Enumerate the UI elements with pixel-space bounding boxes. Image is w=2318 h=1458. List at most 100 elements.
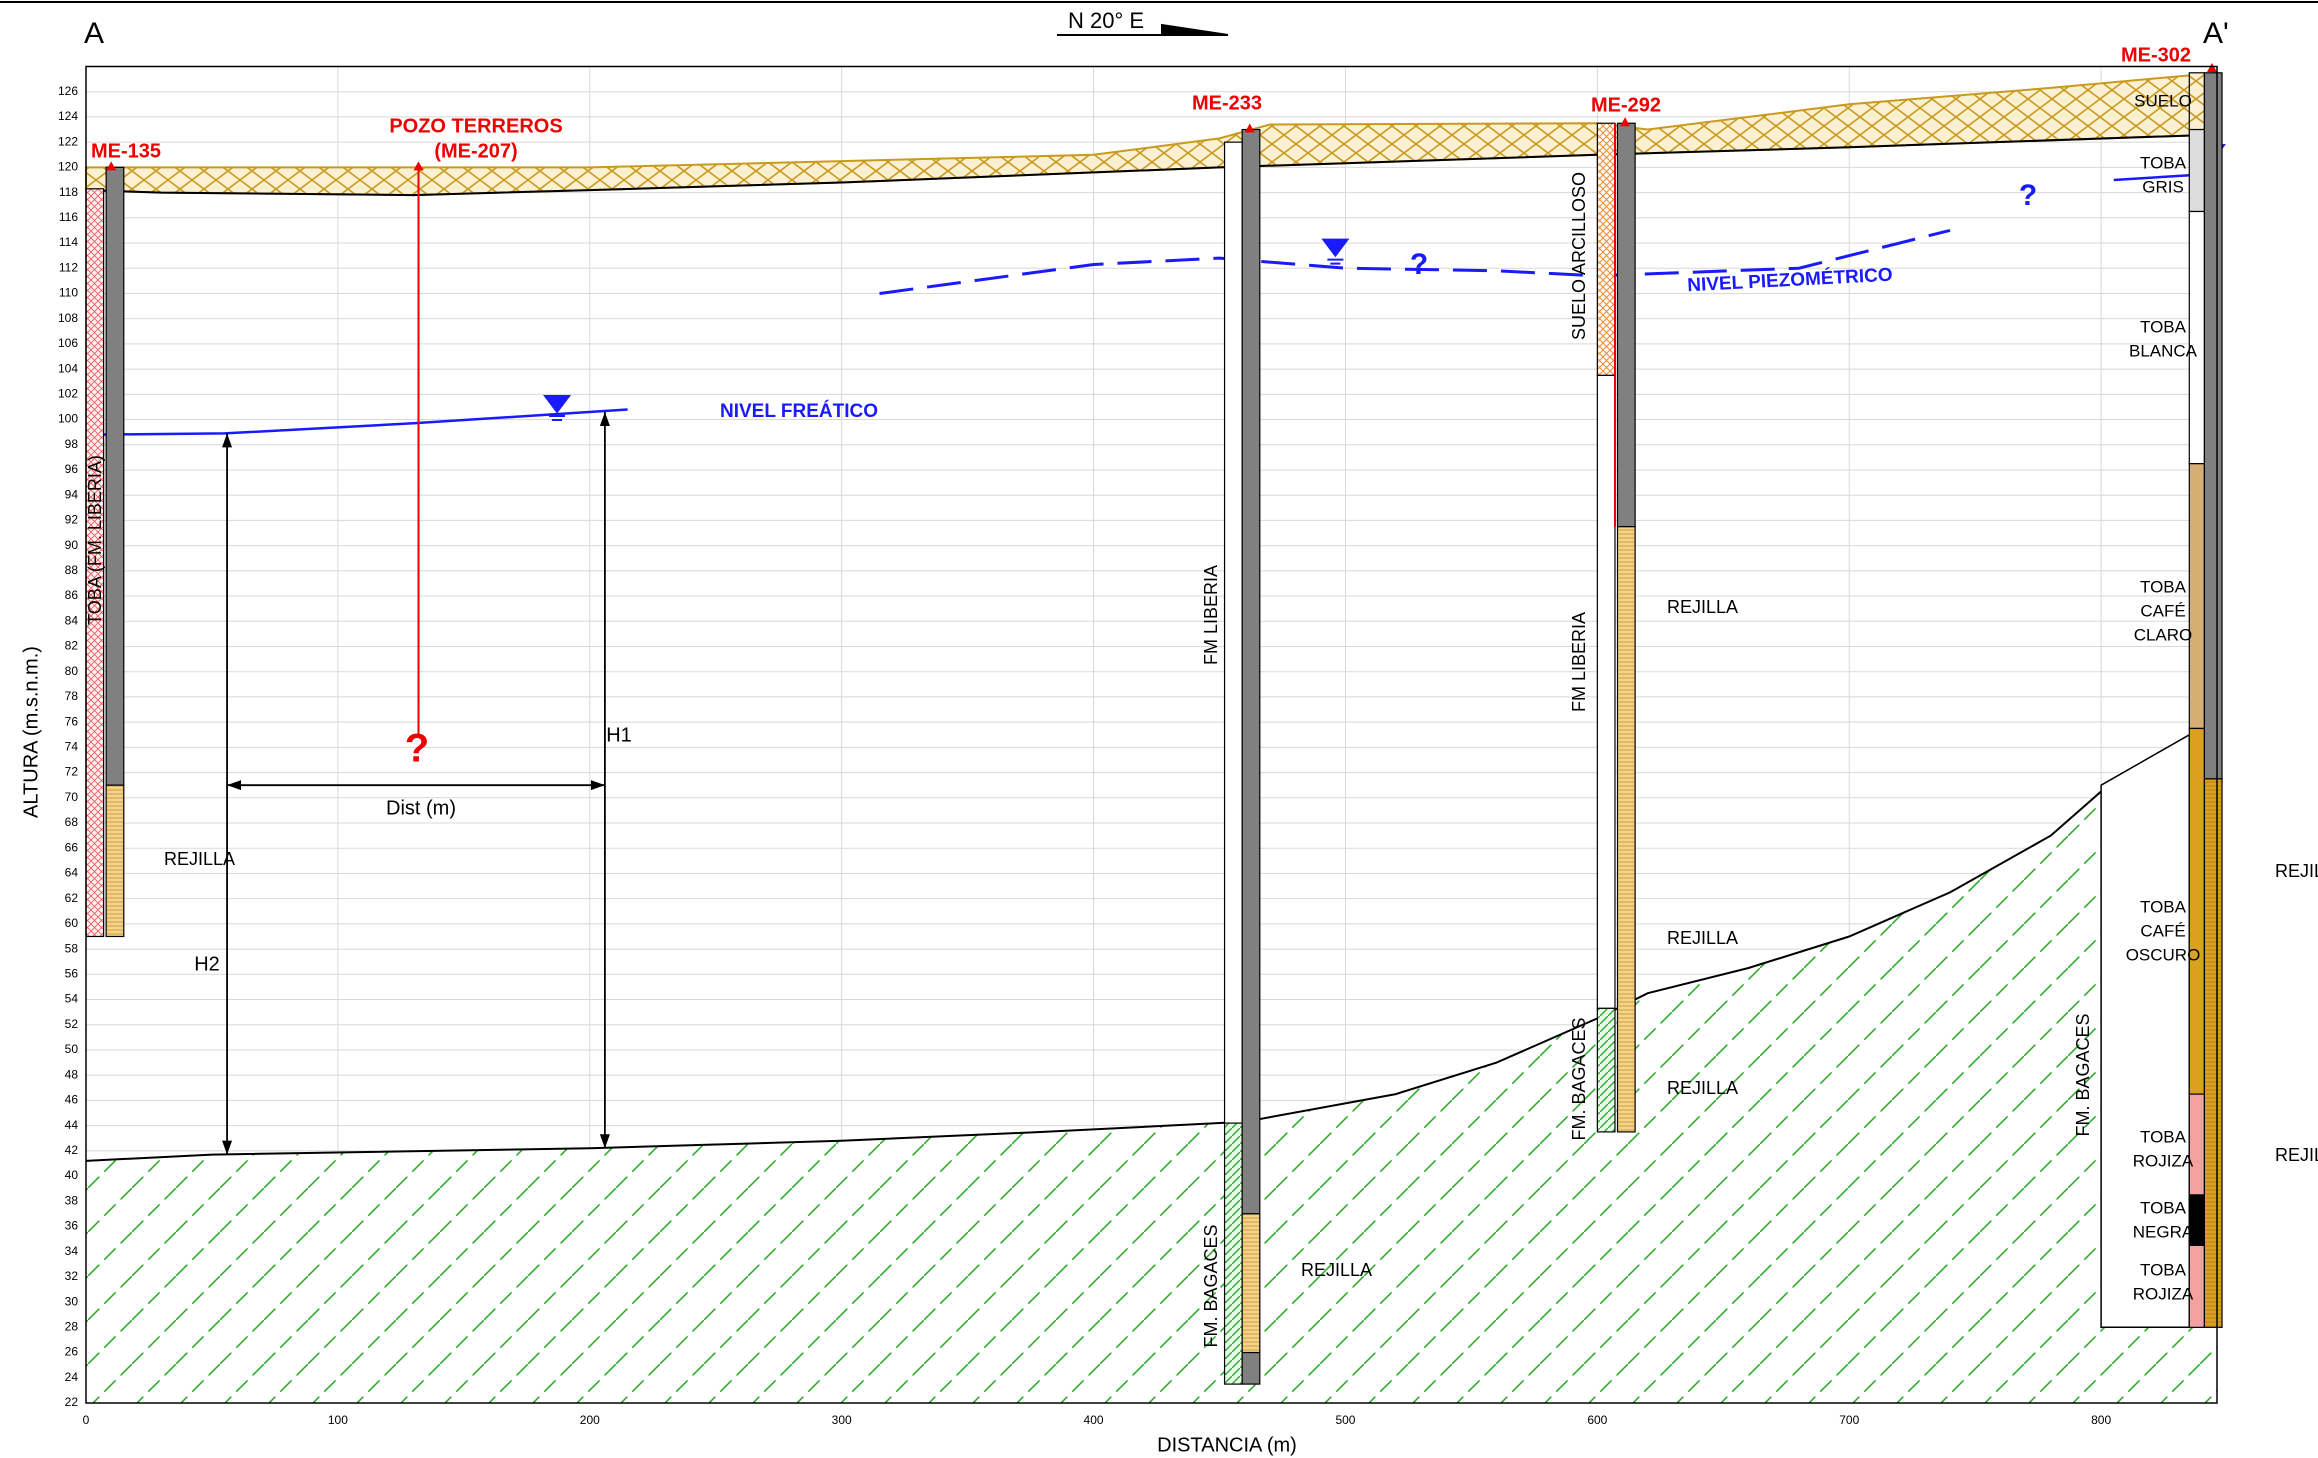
well-top (106, 161, 117, 171)
screen (2203, 778, 2223, 1328)
arrow-head (227, 780, 242, 791)
water-symbol (1321, 238, 1350, 265)
y-tick-label: 118 (59, 185, 78, 199)
casing (2203, 72, 2223, 780)
layer-label: ROJIZA (2133, 1284, 2194, 1303)
annotation: SUELO ARCILLOSO (1569, 172, 1589, 340)
y-tick-label: 102 (58, 386, 78, 400)
arrow-head (599, 1134, 610, 1149)
plot-frame (85, 65, 2218, 1404)
x-tick-label: 500 (1335, 1413, 1355, 1427)
y-tick-label: 110 (59, 286, 78, 300)
annotation: Dist (m) (386, 797, 456, 819)
y-tick-label: 56 (65, 966, 79, 980)
annotation: ? (405, 727, 429, 771)
layer-label: TOBA (2140, 897, 2187, 916)
annotation: H1 (606, 724, 632, 746)
y-tick-label: 126 (58, 84, 78, 98)
lithology-column (2188, 210, 2206, 465)
y-tick-label: 74 (65, 740, 79, 754)
layer-label: NEGRA (2133, 1222, 2194, 1241)
layer-label: SUELO (2134, 91, 2192, 110)
lithology-column (2188, 463, 2206, 730)
x-tick-label: 400 (1084, 1413, 1104, 1427)
x-tick-label: 0 (83, 1413, 90, 1427)
casing (1616, 122, 1636, 528)
layer-label: BLANCA (2129, 341, 2198, 360)
piezometric-level (879, 228, 1951, 295)
lithology-column (1596, 122, 1616, 377)
y-tick-label: 90 (65, 538, 79, 552)
y-tick-label: 38 (65, 1193, 79, 1207)
y-tick-label: 44 (65, 1118, 79, 1132)
y-tick-label: 100 (58, 412, 78, 426)
casing (1241, 128, 1261, 1215)
layer-label: TOBA (2140, 317, 2187, 336)
y-tick-label: 120 (58, 160, 78, 174)
y-tick-label: 112 (59, 260, 78, 274)
layer-label: CAFÉ (2140, 921, 2185, 940)
y-tick-label: 78 (65, 689, 79, 703)
layer-label: TOBA (2140, 577, 2187, 596)
lithology-column (1223, 1122, 1243, 1385)
y-tick-label: 26 (65, 1345, 79, 1359)
x-tick-label: 100 (328, 1413, 348, 1427)
y-tick-label: 40 (65, 1168, 79, 1182)
arrow-head (590, 780, 605, 791)
layer-label: GRIS (2142, 177, 2184, 196)
y-tick-label: 28 (65, 1320, 79, 1334)
well-label: ME-302 (2121, 44, 2191, 66)
y-tick-label: 58 (65, 941, 79, 955)
y-tick-label: 82 (65, 639, 79, 653)
well-label: ME-233 (1192, 92, 1262, 114)
well-top (1620, 117, 1631, 127)
water-table (85, 408, 628, 436)
y-tick-label: 80 (65, 664, 79, 678)
bearing: N 20° E (1068, 8, 1144, 33)
annotation: FM LIBERIA (1569, 612, 1589, 712)
casing (105, 166, 125, 786)
arrow-head (222, 1140, 233, 1155)
y-tick-label: 64 (65, 866, 79, 880)
y-tick-label: 22 (65, 1395, 79, 1409)
y-tick-label: 24 (65, 1370, 79, 1384)
y-tick-label: 94 (65, 487, 79, 501)
y-tick-label: 88 (65, 563, 79, 577)
annotation: FM. BAGACES (1569, 1017, 1589, 1140)
well-top (413, 161, 424, 171)
y-tick-label: 42 (65, 1143, 79, 1157)
y-tick-label: 108 (58, 311, 78, 325)
lithology-column (2188, 727, 2206, 1095)
x-axis-label: DISTANCIA (m) (1157, 1434, 1297, 1456)
y-tick-label: 84 (65, 613, 79, 627)
layer-label: TOBA (2140, 153, 2187, 172)
y-tick-label: 98 (65, 437, 79, 451)
well-label: POZO TERREROS (389, 115, 562, 137)
y-tick-label: 34 (65, 1244, 79, 1258)
screen (1241, 1213, 1261, 1354)
bagaces-formation (86, 728, 2217, 1403)
annotation: REJILLA (2275, 1145, 2318, 1165)
screen (105, 784, 125, 938)
x-tick-label: 300 (832, 1413, 852, 1427)
layer-label: ROJIZA (2133, 1151, 2194, 1170)
y-tick-label: 114 (59, 235, 78, 249)
x-tick-label: 600 (1587, 1413, 1607, 1427)
arrow-head (599, 411, 610, 426)
y-tick-label: 104 (58, 361, 78, 375)
y-tick-label: 70 (65, 790, 79, 804)
annotation: TOBA (FM. LIBERIA) (85, 455, 105, 625)
y-tick-label: 86 (65, 588, 79, 602)
annotation: REJILLA (164, 849, 235, 869)
water-symbol (543, 394, 572, 421)
annotation: H2 (194, 953, 220, 975)
y-axis-label: ALTURA (m.s.n.m.) (20, 646, 42, 818)
annotation: REJILLA (1301, 1260, 1372, 1280)
y-tick-label: 106 (58, 336, 78, 350)
section-start: A (84, 17, 104, 50)
annotation: FM LIBERIA (1201, 565, 1221, 665)
screen (1616, 526, 1636, 1133)
y-tick-label: 52 (65, 1017, 79, 1031)
lithology-column (1223, 141, 1243, 1124)
